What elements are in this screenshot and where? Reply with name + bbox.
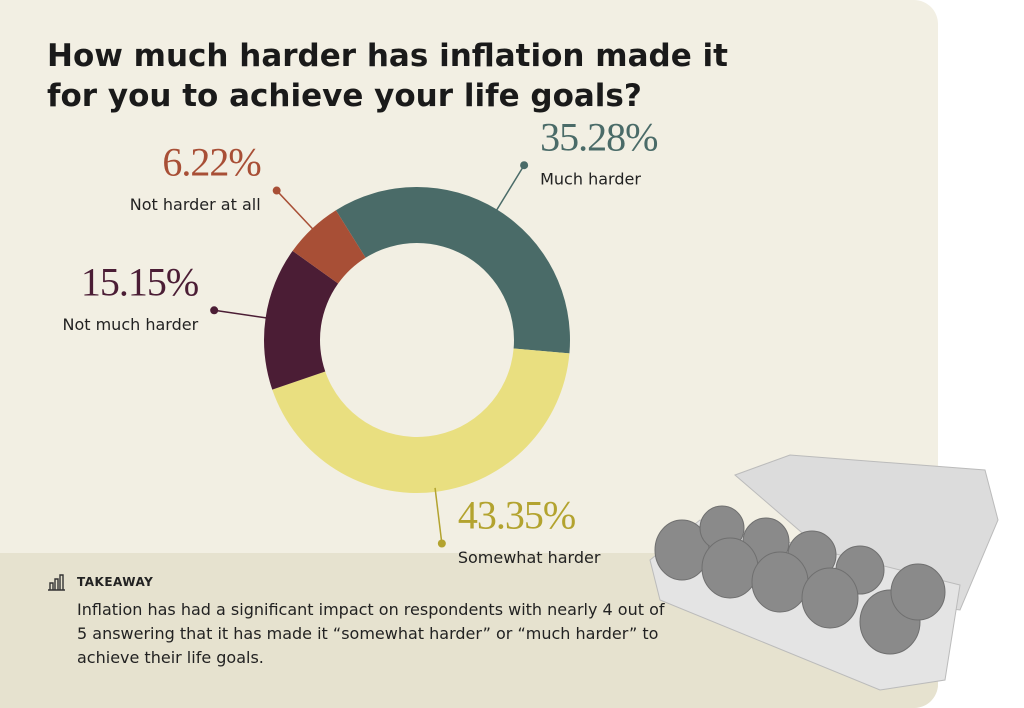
donut-slice: [292, 210, 366, 284]
takeaway-text: Inflation has had a significant impact o…: [77, 600, 665, 667]
donut-slice: [272, 348, 570, 494]
value-label: 15.15%: [81, 259, 198, 304]
leader-line: [434, 487, 443, 544]
chart-title: How much harder has inflation made it fo…: [47, 38, 728, 114]
category-label: Not much harder: [62, 315, 198, 334]
leader-line: [276, 190, 316, 232]
leader-dot: [210, 306, 219, 315]
leader-dot: [520, 161, 529, 170]
leader-line: [214, 309, 270, 320]
donut-slice: [264, 250, 339, 390]
egg-carton: [649, 454, 999, 691]
takeaway-heading: TAKEAWAY: [77, 575, 154, 589]
category-label: Not harder at all: [130, 195, 261, 214]
value-label: 43.35%: [458, 493, 575, 538]
leader-line: [494, 164, 525, 214]
takeaway-icon: [48, 574, 65, 591]
donut-slice: [335, 186, 571, 354]
category-label: Much harder: [540, 170, 641, 189]
leader-dot: [272, 186, 281, 195]
value-label: 35.28%: [540, 114, 657, 159]
leader-dot: [437, 539, 446, 548]
category-label: Somewhat harder: [458, 548, 601, 567]
value-label: 6.22%: [162, 140, 260, 185]
